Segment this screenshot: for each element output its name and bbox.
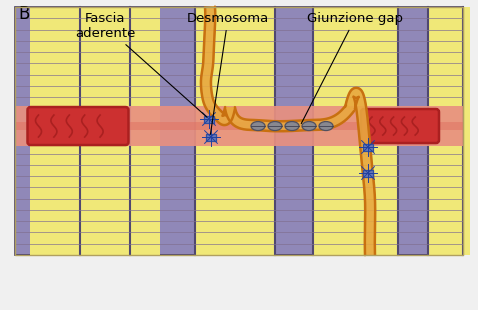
Bar [15,106,463,146]
Ellipse shape [268,122,282,131]
Bar [204,116,214,122]
FancyBboxPatch shape [361,109,439,143]
Ellipse shape [319,122,333,131]
Text: Fascia
aderente: Fascia aderente [75,12,207,117]
Polygon shape [201,7,235,125]
Ellipse shape [251,122,265,131]
Ellipse shape [302,122,316,131]
FancyBboxPatch shape [28,107,129,145]
Bar [15,7,463,255]
Text: B: B [18,5,29,23]
Ellipse shape [285,122,299,131]
Bar [428,7,470,255]
Text: Desmosoma: Desmosoma [187,12,269,134]
Bar [363,144,373,150]
Bar [80,7,160,255]
Bar [313,7,398,255]
Bar [195,7,275,255]
Bar [363,170,373,176]
Bar [206,134,216,140]
Text: Giunzione gap: Giunzione gap [301,12,403,124]
Polygon shape [225,105,354,131]
Polygon shape [345,88,375,255]
Bar [30,7,82,255]
Bar [15,7,463,255]
Bar [15,122,463,130]
